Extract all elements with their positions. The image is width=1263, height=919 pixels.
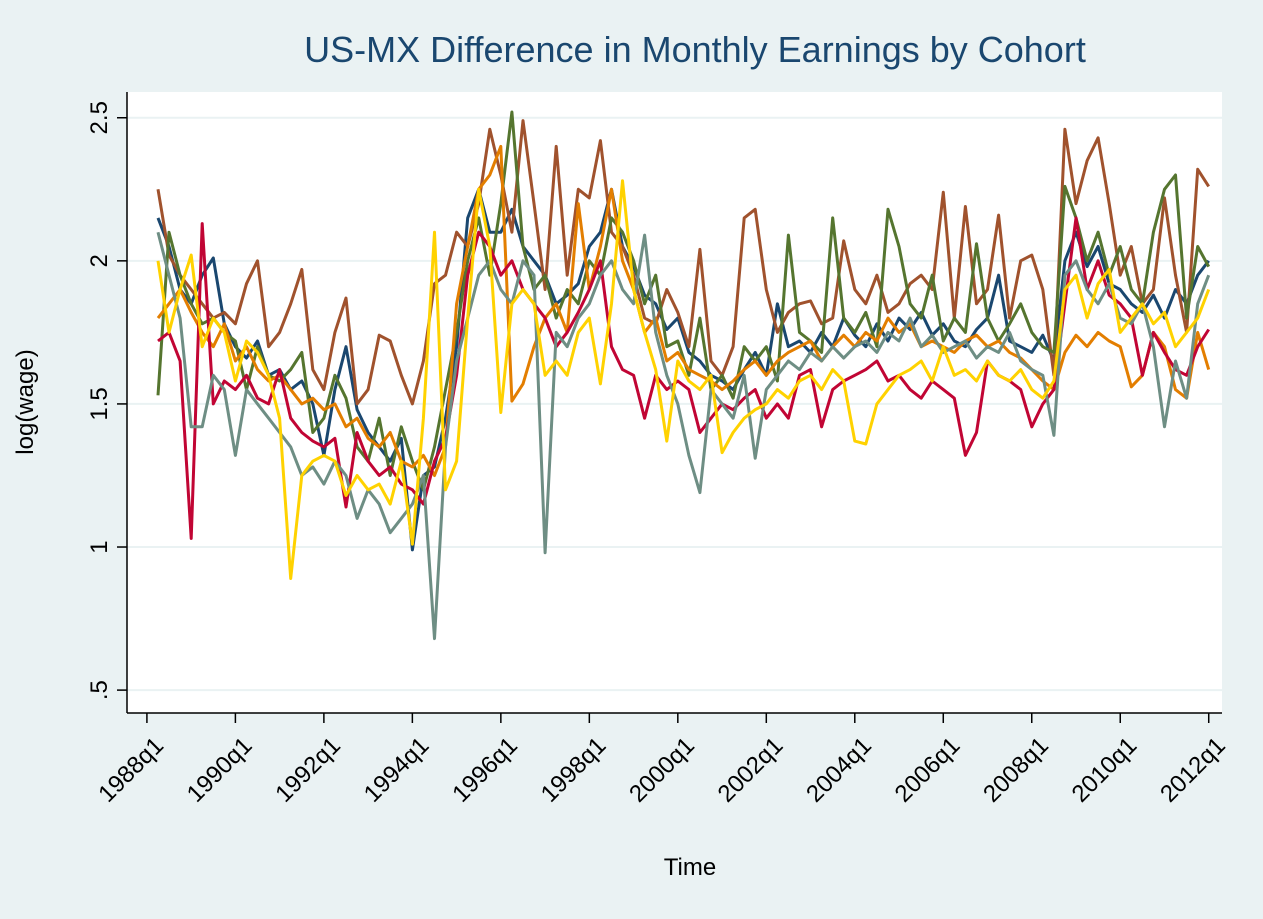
series-line xyxy=(156,119,1210,406)
series-line xyxy=(156,110,1211,492)
x-tick-label: 2000q1 xyxy=(624,732,700,808)
x-tick-label: 1990q1 xyxy=(182,732,258,808)
x-tick-label: 1994q1 xyxy=(359,732,435,808)
series-line xyxy=(157,216,1210,540)
x-tick-label: 2002q1 xyxy=(713,732,789,808)
y-tick-label: 1 xyxy=(86,540,113,553)
x-axis-title: Time xyxy=(664,854,716,881)
x-tick-label: 2006q1 xyxy=(890,732,966,808)
series-line xyxy=(156,187,1210,552)
y-axis-title: log(wage) xyxy=(12,349,39,454)
y-tick-label: 2.5 xyxy=(86,101,113,134)
x-tick-label: 1998q1 xyxy=(536,732,612,808)
series-line xyxy=(156,179,1211,580)
y-tick-label: 2 xyxy=(86,254,113,267)
x-tick-label: 2008q1 xyxy=(978,732,1054,808)
plot-area xyxy=(127,92,1222,713)
y-tick-label: 1.5 xyxy=(86,387,113,420)
x-tick-label: 2004q1 xyxy=(801,732,877,808)
x-tick-label: 1988q1 xyxy=(93,732,169,808)
chart-title: US-MX Difference in Monthly Earnings by … xyxy=(304,29,1086,70)
x-tick-label: 2010q1 xyxy=(1067,732,1143,808)
x-tick-label: 1996q1 xyxy=(447,732,523,808)
y-tick-label: .5 xyxy=(86,680,113,700)
x-tick-label: 2012q1 xyxy=(1155,732,1231,808)
series-line xyxy=(156,231,1211,641)
x-tick-label: 1992q1 xyxy=(270,732,346,808)
